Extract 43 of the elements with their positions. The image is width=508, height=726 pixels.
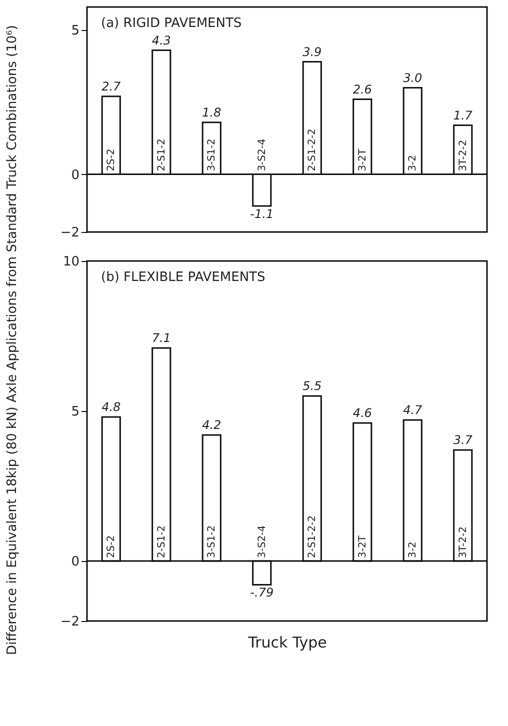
- data-label: 1.7: [453, 108, 473, 122]
- y-tick-label: −2: [60, 226, 80, 240]
- category-label: 2-S1-2-2: [307, 515, 318, 558]
- category-label: 2S-2: [106, 148, 118, 172]
- category-label: 3-2: [408, 542, 419, 558]
- text: (b) FLEXIBLE PAVEMENTS: [101, 270, 266, 285]
- text: (a) RIGID PAVEMENTS: [101, 16, 242, 31]
- data-label: 4.6: [352, 406, 372, 420]
- data-label: 2.7: [102, 79, 122, 94]
- data-label: 4.3: [152, 33, 171, 48]
- category-label: 2-S1-2: [156, 138, 168, 172]
- data-label: 7.1: [152, 331, 171, 345]
- data-label: 4.8: [102, 400, 122, 414]
- data-label: 3.7: [453, 433, 473, 447]
- data-label: 4.7: [403, 403, 423, 417]
- data-label: 4.2: [202, 418, 222, 432]
- category-label: 2-S1-2-2: [307, 128, 318, 172]
- x-axis-title: Truck Type: [247, 634, 327, 652]
- data-label: 3.0: [403, 70, 423, 85]
- category-label: 3-S1-2: [206, 525, 218, 558]
- data-label: 1.8: [202, 105, 222, 120]
- y-tick-label: 5: [71, 404, 80, 420]
- category-label: 2S-2: [106, 535, 118, 558]
- category-label: 3-S1-2: [206, 138, 218, 172]
- data-label: 5.5: [302, 379, 322, 393]
- category-label: 3T-2-2: [458, 526, 469, 558]
- y-tick-label: 10: [62, 254, 80, 270]
- category-label: 2-S1-2: [156, 525, 168, 558]
- y-tick-label: −2: [60, 614, 80, 630]
- y-tick-label: 0: [71, 554, 80, 570]
- category-label: 3-S2-4: [256, 525, 268, 558]
- y-axis-title: Difference in Equivalent 18kip (80 kN) Axle Applications from Standard Truck Combinations (10⁶): [4, 24, 21, 657]
- category-label: 3-S2-4: [256, 138, 268, 172]
- category-label: 3T-2-2: [458, 140, 469, 172]
- data-label: -.79: [250, 586, 274, 600]
- category-label: 3-2: [408, 154, 419, 172]
- category-label: 3-2T: [357, 148, 368, 172]
- y-tick-label: 5: [71, 24, 80, 39]
- y-tick-label: 0: [71, 168, 80, 183]
- data-label: 2.6: [352, 82, 372, 96]
- data-label: -1.1: [250, 207, 274, 222]
- category-label: 3-2T: [357, 536, 368, 558]
- data-label: 3.9: [302, 44, 322, 59]
